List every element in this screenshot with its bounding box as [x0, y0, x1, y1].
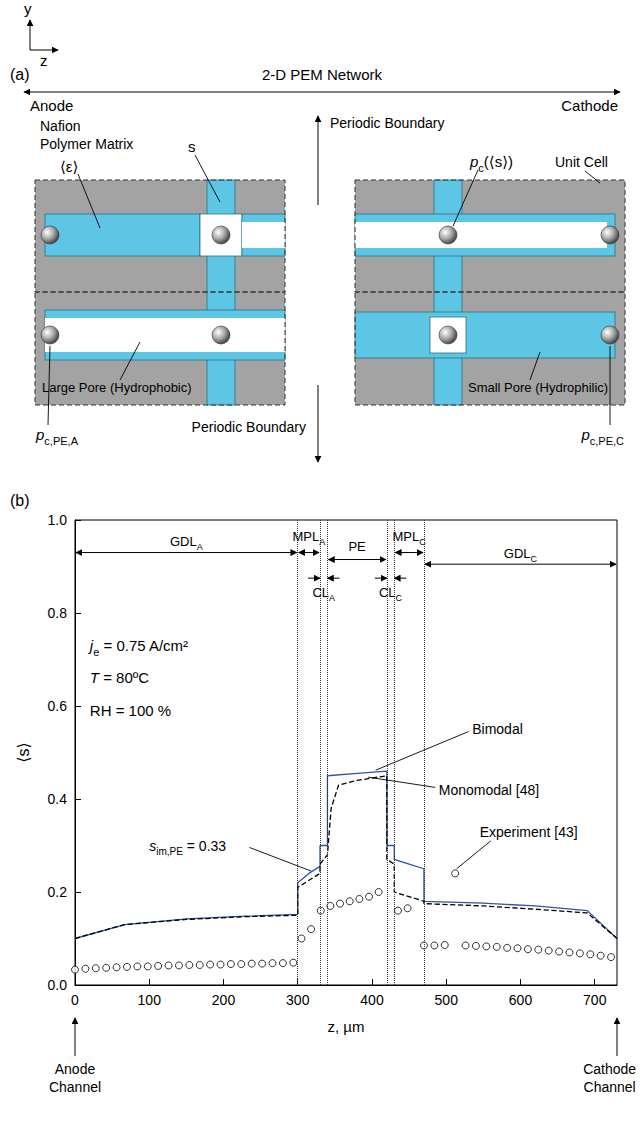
svg-text:pc,PE,A: pc,PE,A	[35, 426, 79, 447]
svg-text:MPLA: MPLA	[293, 529, 326, 547]
svg-text:Nafion: Nafion	[40, 118, 80, 134]
svg-text:⟨ε⟩: ⟨ε⟩	[60, 158, 78, 175]
svg-text:Channel: Channel	[49, 1079, 101, 1095]
svg-text:0.0: 0.0	[48, 977, 68, 993]
svg-text:y: y	[24, 0, 32, 17]
svg-text:Unit Cell: Unit Cell	[555, 154, 608, 170]
svg-text:500: 500	[435, 992, 459, 1008]
svg-text:z: z	[40, 52, 48, 69]
svg-text:2-D PEM Network: 2-D PEM Network	[262, 66, 383, 83]
svg-text:MPLC: MPLC	[392, 529, 426, 547]
svg-text:Small Pore (Hydrophilic): Small Pore (Hydrophilic)	[468, 380, 608, 395]
svg-text:Cathode: Cathode	[583, 1061, 636, 1077]
svg-text:1.0: 1.0	[48, 512, 68, 528]
svg-text:Cathode: Cathode	[561, 97, 618, 114]
svg-text:300: 300	[286, 992, 310, 1008]
svg-text:s: s	[188, 138, 196, 155]
svg-text:0.8: 0.8	[48, 605, 68, 621]
svg-text:CLA: CLA	[312, 585, 335, 603]
svg-text:(b): (b)	[10, 492, 30, 509]
svg-text:400: 400	[360, 992, 384, 1008]
svg-text:Bimodal: Bimodal	[472, 721, 523, 737]
svg-text:je = 0.75 A/cm²: je = 0.75 A/cm²	[88, 637, 188, 658]
svg-text:RH = 100 %: RH = 100 %	[90, 702, 171, 719]
svg-text:⟨s⟩: ⟨s⟩	[15, 742, 32, 762]
svg-text:Monomodal [48]: Monomodal [48]	[439, 782, 539, 798]
svg-text:0.4: 0.4	[48, 791, 68, 807]
svg-text:Experiment [43]: Experiment [43]	[480, 824, 578, 840]
svg-text:Anode: Anode	[30, 97, 73, 114]
svg-text:200: 200	[212, 992, 236, 1008]
svg-text:CLC: CLC	[379, 585, 403, 603]
svg-text:0.6: 0.6	[48, 698, 68, 714]
svg-text:600: 600	[509, 992, 533, 1008]
svg-text:Large Pore (Hydrophobic): Large Pore (Hydrophobic)	[42, 380, 192, 395]
svg-text:0.2: 0.2	[48, 884, 68, 900]
svg-text:PE: PE	[348, 539, 366, 554]
svg-text:700: 700	[583, 992, 607, 1008]
svg-text:Polymer Matrix: Polymer Matrix	[40, 136, 133, 152]
svg-text:pc,PE,C: pc,PE,C	[580, 426, 624, 447]
svg-text:z, µm: z, µm	[328, 1018, 365, 1035]
svg-text:GDLA: GDLA	[170, 534, 203, 552]
svg-text:GDLC: GDLC	[504, 546, 538, 564]
svg-text:(a): (a)	[10, 66, 30, 83]
svg-text:sim,PE = 0.33: sim,PE = 0.33	[149, 838, 226, 857]
svg-text:100: 100	[138, 992, 162, 1008]
svg-text:Periodic Boundary: Periodic Boundary	[330, 115, 444, 131]
svg-text:Periodic Boundary: Periodic Boundary	[192, 419, 306, 435]
svg-text:pc(⟨s⟩): pc(⟨s⟩)	[469, 153, 513, 174]
svg-text:0: 0	[71, 992, 79, 1008]
svg-text:Channel: Channel	[584, 1079, 636, 1095]
svg-text:T = 80ºC: T = 80ºC	[90, 669, 149, 686]
svg-text:Anode: Anode	[55, 1061, 96, 1077]
